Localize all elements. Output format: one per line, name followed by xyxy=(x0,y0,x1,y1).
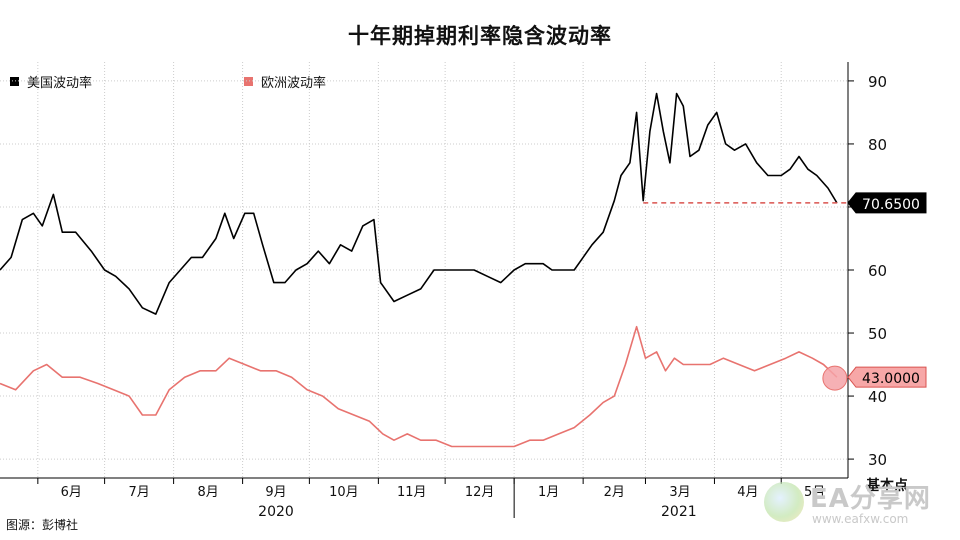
y-tick-label: 90 xyxy=(868,73,887,91)
eu-last-point-marker xyxy=(822,365,848,391)
y-tick-label: 50 xyxy=(868,325,887,343)
y-tick-label: 60 xyxy=(868,262,887,280)
series-line-us xyxy=(0,92,838,315)
x-tick-label: 1月 xyxy=(538,485,559,500)
x-tick-label: 12月 xyxy=(465,485,495,500)
chart-title: 十年期掉期利率隐含波动率 xyxy=(348,24,612,48)
x-tick-label: 7月 xyxy=(128,485,149,500)
source-note: 图源：彭博社 xyxy=(6,518,79,532)
y-tick-label: 80 xyxy=(868,136,887,154)
watermark-url: www.eafxw.com xyxy=(812,512,909,526)
series-line-eu xyxy=(0,325,838,448)
y-tick-label: 30 xyxy=(868,451,887,469)
x-tick-label: 6月 xyxy=(61,485,82,500)
x-tick-label: 5月 xyxy=(804,485,825,500)
x-tick-label: 4月 xyxy=(737,485,758,500)
eu-last-value-tag-box xyxy=(847,366,927,388)
x-tick-label: 3月 xyxy=(669,485,690,500)
legend-label-eu: 欧洲波动率 xyxy=(261,76,327,91)
x-tick-label: 9月 xyxy=(265,485,286,500)
legend-swatch-eu xyxy=(244,77,253,86)
y-axis-label: 基本点 xyxy=(866,477,908,494)
watermark-title: EA分享网 xyxy=(810,484,931,514)
x-tick-label: 11月 xyxy=(397,485,427,500)
us-last-value-tag-box xyxy=(847,192,927,214)
eu-last-value-tag-label: 43.0000 xyxy=(862,371,920,387)
x-tick-label: 8月 xyxy=(197,485,218,500)
year-label: 2020 xyxy=(258,504,294,520)
us-last-value-tag-label: 70.6500 xyxy=(862,197,920,213)
x-tick-label: 2月 xyxy=(604,485,625,500)
x-tick-label: 10月 xyxy=(329,485,359,500)
legend-label-us: 美国波动率 xyxy=(27,76,93,91)
legend-item-eu: 欧洲波动率 xyxy=(244,72,326,91)
watermark-logo-icon xyxy=(764,482,804,522)
legend-swatch-us xyxy=(10,77,19,86)
y-tick-label: 40 xyxy=(868,388,887,406)
year-label: 2021 xyxy=(661,504,697,520)
watermark: EA分享网 www.eafxw.com xyxy=(762,478,958,534)
legend-item-us: 美国波动率 xyxy=(10,72,92,91)
